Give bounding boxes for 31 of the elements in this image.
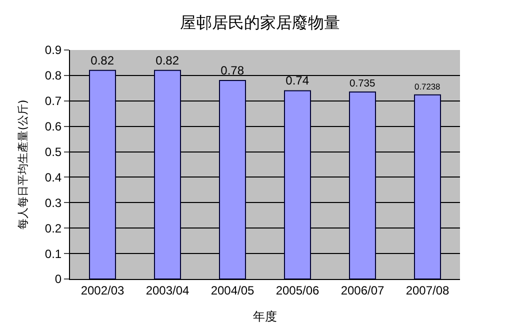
x-tick-label: 2007/08 <box>406 283 450 298</box>
bar <box>89 70 116 279</box>
x-tick-label: 2004/05 <box>210 283 255 298</box>
y-tick-label: 0.3 <box>44 196 62 210</box>
y-tick-label: 0.8 <box>44 68 62 83</box>
data-label: 0.82 <box>156 53 180 68</box>
data-label: 0.7238 <box>414 82 441 92</box>
y-tick-label: 0.1 <box>44 246 62 261</box>
bar <box>284 90 311 279</box>
bar <box>219 80 246 279</box>
x-tick-label: 2006/07 <box>340 283 385 298</box>
bar <box>414 94 441 279</box>
x-axis-title: 年度 <box>253 309 277 324</box>
bar <box>349 91 376 279</box>
data-label: 0.82 <box>90 53 114 68</box>
x-tick-label: 2005/06 <box>276 283 320 298</box>
y-tick-label: 0.9 <box>44 43 62 58</box>
x-tick-label: 2002/03 <box>80 283 125 298</box>
data-label: 0.78 <box>220 64 244 78</box>
y-tick-label: 0.6 <box>44 120 62 134</box>
x-tick-label: 2003/04 <box>146 283 190 298</box>
data-label: 0.74 <box>286 74 310 88</box>
bar <box>154 70 181 279</box>
y-tick-label: 0.5 <box>44 144 62 159</box>
data-label: 0.735 <box>350 78 376 90</box>
chart-title: 屋邨居民的家居廢物量 <box>180 12 340 32</box>
y-axis-title: 每人每日平均生產量(公斤) <box>16 100 30 230</box>
y-tick-label: 0 <box>54 272 62 286</box>
y-tick-label: 0.7 <box>44 94 62 108</box>
y-tick-label: 0.2 <box>44 221 62 236</box>
y-tick-label: 0.4 <box>44 170 62 184</box>
